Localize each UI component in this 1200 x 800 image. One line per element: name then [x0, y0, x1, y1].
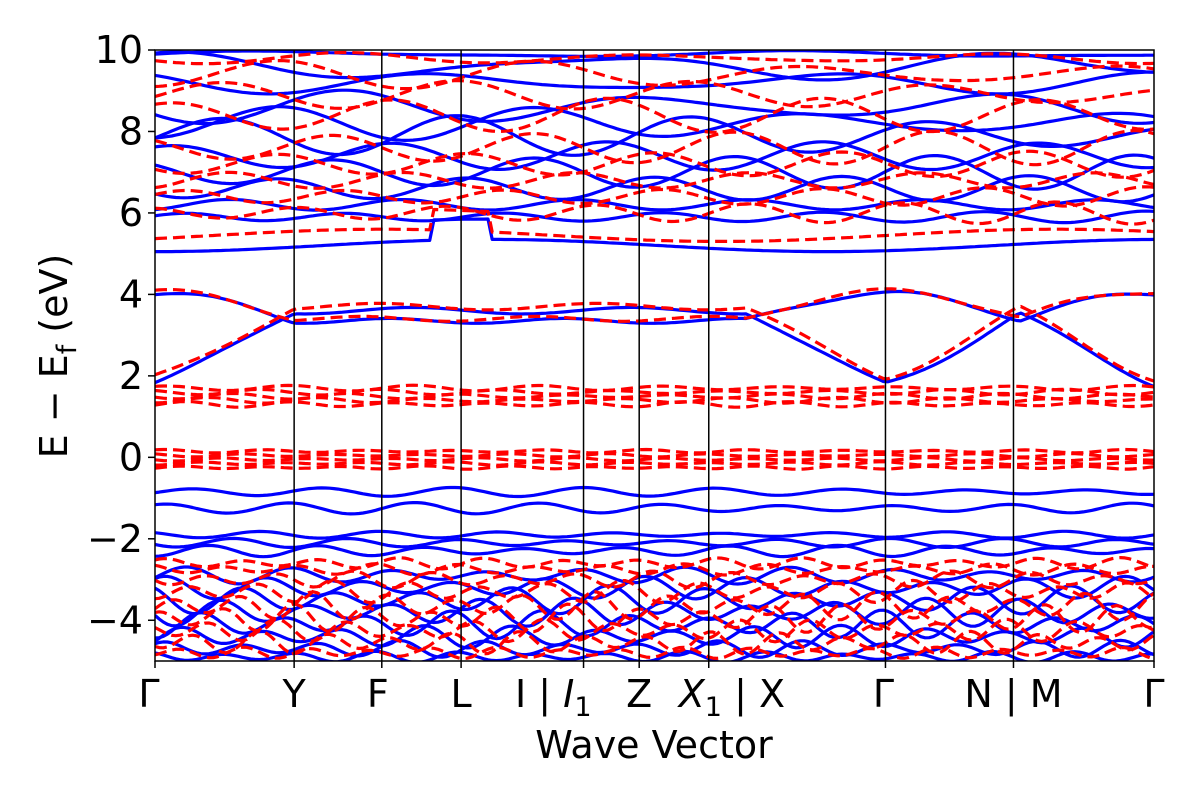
x-tick-label-i-part: I | — [515, 672, 563, 717]
y-axis-label: E − Ef (eV) — [32, 254, 83, 459]
y-tick-label: 0 — [119, 435, 143, 479]
x-tick-label-x: | X — [722, 672, 785, 717]
y-tick-label: 6 — [119, 191, 143, 235]
band-set-1-band — [155, 584, 1154, 616]
x-tick-label-x1-base: X — [677, 672, 706, 716]
band-set-2-band — [155, 207, 1154, 243]
band-set-2-band — [155, 383, 1154, 393]
band-set-1-band — [155, 485, 1154, 499]
band-set-2-band — [155, 96, 1154, 134]
y-tick-label: 8 — [119, 109, 143, 153]
band-set-1-band — [155, 501, 1154, 516]
band-set-2-band — [155, 460, 1154, 467]
band-set-1-band — [155, 209, 1154, 225]
band-set-2-band — [155, 456, 1154, 463]
band-set-2-band — [155, 617, 1154, 644]
y-tick-label: −2 — [87, 517, 143, 561]
y-tick-label: −4 — [87, 598, 143, 642]
band-set-2-band — [155, 78, 1154, 111]
band-set-2-band — [155, 170, 1154, 190]
band-set-2-band — [155, 50, 1154, 66]
band-set-1-band — [155, 623, 1154, 650]
band-set-2-band — [155, 149, 1154, 179]
band-set-1-band — [155, 536, 1154, 550]
x-tick-label: Z — [626, 672, 652, 716]
band-set-1-band — [155, 565, 1154, 586]
band-set-2-band — [155, 447, 1154, 455]
band-set-2-band — [155, 287, 1154, 323]
x-tick-label-i1-base: I — [563, 672, 574, 716]
band-set-2-band — [155, 590, 1154, 622]
band-set-2-band — [155, 602, 1154, 634]
band-set-1-band — [155, 574, 1154, 601]
band-set-2-band — [155, 645, 1154, 661]
y-axis-label-sub: f — [52, 343, 83, 354]
y-tick-label: 4 — [119, 272, 143, 316]
band-set-2-band — [155, 391, 1154, 401]
band-set-2-band — [155, 200, 1154, 226]
x-tick-label: F — [367, 672, 389, 716]
y-tick-label: 10 — [95, 28, 143, 72]
band-set-1-band — [155, 114, 1154, 157]
band-set-2-band — [155, 400, 1154, 409]
band-set-1-band — [155, 217, 1154, 254]
x-tick-label: Γ — [138, 672, 159, 716]
y-tick-label: 2 — [119, 354, 143, 398]
band-set-2-band — [155, 452, 1154, 459]
x-tick-label: Γ — [873, 672, 894, 716]
x-tick-label: N | M — [964, 672, 1062, 717]
band-set-2-band — [155, 58, 1154, 91]
x-tick-label-i: I | I1 — [515, 672, 592, 723]
band-set-2-band — [155, 629, 1154, 656]
band-set-1-band — [155, 289, 1154, 325]
band-set-1-band — [155, 105, 1154, 142]
band-lines — [155, 50, 1154, 661]
band-set-1-band — [155, 529, 1154, 540]
band-set-2-band — [155, 464, 1154, 471]
y-axis-label-unit: (eV) — [32, 254, 76, 345]
x-tick-label: Γ — [1143, 672, 1164, 716]
band-set-2-band — [155, 301, 1154, 383]
band-set-2-band — [155, 185, 1154, 208]
x-tick-label-x1-sub: 1 — [705, 692, 722, 723]
y-axis-label-main: E − E — [32, 354, 76, 458]
x-tick-label-i1-sub: 1 — [574, 692, 591, 723]
x-tick-label: Y — [282, 672, 307, 716]
x-tick-label-x1: X1 | X — [677, 672, 785, 723]
y-axis-ticks: 10 8 6 4 2 0 −2 −4 — [87, 28, 155, 642]
band-set-1-band — [155, 608, 1154, 641]
plot-frame — [154, 49, 1155, 662]
kpath-divider-lines — [293, 50, 1015, 661]
x-tick-label: L — [451, 672, 472, 716]
band-set-2-band — [155, 129, 1154, 167]
x-axis-label: Wave Vector — [535, 723, 773, 767]
band-set-1-band — [155, 153, 1154, 191]
band-set-2-band — [155, 555, 1154, 571]
band-set-1-band — [155, 543, 1154, 559]
